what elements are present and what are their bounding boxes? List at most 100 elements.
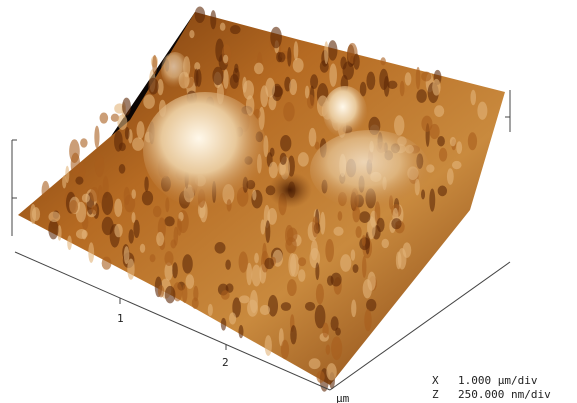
texture-spike xyxy=(380,57,386,66)
texture-spike xyxy=(242,80,255,100)
texture-spike xyxy=(164,262,173,281)
bright-ridge xyxy=(310,130,430,210)
texture-spike xyxy=(316,370,325,383)
texture-spike xyxy=(143,94,155,109)
texture-spike xyxy=(269,147,275,157)
texture-spike xyxy=(264,257,275,270)
texture-spike xyxy=(223,69,229,89)
texture-spike xyxy=(81,193,90,203)
texture-spike xyxy=(477,101,488,120)
texture-spike xyxy=(41,180,50,201)
texture-spike xyxy=(308,358,321,370)
texture-spike xyxy=(65,165,70,184)
texture-spike xyxy=(123,246,130,265)
texture-spike xyxy=(232,67,240,83)
texture-spike xyxy=(254,62,264,75)
texture-spike xyxy=(220,317,227,331)
texture-spike xyxy=(470,89,477,106)
texture-spike xyxy=(132,137,144,151)
texture-spike xyxy=(48,219,59,240)
texture-spike xyxy=(114,223,123,238)
texture-spike xyxy=(215,38,225,62)
texture-spike xyxy=(48,211,61,223)
texture-spike xyxy=(172,262,178,279)
texture-spike xyxy=(437,185,448,197)
texture-spike xyxy=(265,77,276,98)
texture-spike xyxy=(157,285,165,298)
texture-spike xyxy=(280,339,290,360)
texture-spike xyxy=(394,115,405,136)
x-tick-label: 2 xyxy=(222,356,229,369)
texture-spike xyxy=(193,285,199,302)
texture-spike xyxy=(324,41,329,65)
texture-spike xyxy=(220,290,230,300)
texture-spike xyxy=(451,160,462,170)
texture-spike xyxy=(298,269,306,282)
texture-spike xyxy=(238,251,248,273)
texture-spike xyxy=(176,218,182,236)
texture-spike xyxy=(267,294,279,317)
texture-spike xyxy=(212,66,224,86)
texture-spike xyxy=(152,54,158,75)
texture-spike xyxy=(429,123,440,140)
texture-spike xyxy=(70,152,81,176)
texture-spike xyxy=(314,141,320,150)
texture-spike xyxy=(421,115,433,132)
texture-spike xyxy=(97,184,103,204)
texture-spike xyxy=(90,187,99,202)
texture-spike xyxy=(376,217,385,233)
texture-spike xyxy=(416,89,427,103)
texture-spike xyxy=(279,152,287,165)
texture-spike xyxy=(379,68,389,91)
texture-spike xyxy=(194,68,199,87)
texture-spike xyxy=(124,126,130,140)
texture-spike xyxy=(315,262,320,281)
texture-spike xyxy=(214,241,226,254)
texture-spike xyxy=(207,303,213,317)
texture-spike xyxy=(404,72,412,86)
texture-spike xyxy=(415,66,421,90)
texture-spike xyxy=(268,161,278,179)
texture-spike xyxy=(292,57,304,73)
pit xyxy=(268,172,312,208)
texture-spike xyxy=(330,316,339,331)
texture-spike xyxy=(287,46,292,67)
texture-spike xyxy=(289,78,298,96)
texture-spike xyxy=(325,238,334,263)
texture-spike xyxy=(438,147,448,162)
texture-spike xyxy=(335,327,341,336)
texture-spike xyxy=(330,272,342,287)
texture-spike xyxy=(149,254,156,263)
texture-spike xyxy=(298,257,307,267)
texture-spike xyxy=(225,259,231,270)
texture-spike xyxy=(118,164,126,174)
texture-spike xyxy=(432,78,441,96)
texture-spike xyxy=(133,219,140,238)
texture-spike xyxy=(337,211,343,221)
texture-spike xyxy=(122,97,131,116)
texture-spike xyxy=(210,10,217,30)
texture-spike xyxy=(229,312,237,325)
texture-spike xyxy=(156,231,165,247)
texture-spike xyxy=(91,204,98,215)
texture-spike xyxy=(310,74,319,90)
texture-spike xyxy=(123,186,130,206)
texture-spike xyxy=(399,80,405,97)
texture-spike xyxy=(326,363,337,381)
texture-spike xyxy=(446,168,454,185)
texture-spike xyxy=(69,199,79,214)
texture-spike xyxy=(251,264,262,287)
texture-spike xyxy=(297,152,309,167)
texture-spike xyxy=(366,71,376,90)
texture-spike xyxy=(164,285,176,304)
texture-spike xyxy=(81,229,87,240)
texture-spike xyxy=(194,62,201,71)
texture-spike xyxy=(260,219,266,235)
texture-spike xyxy=(152,205,162,218)
texture-spike xyxy=(362,255,367,278)
texture-spike xyxy=(280,302,292,311)
scale-axis: X xyxy=(432,374,439,387)
texture-spike xyxy=(141,190,154,206)
texture-spike xyxy=(353,53,360,70)
